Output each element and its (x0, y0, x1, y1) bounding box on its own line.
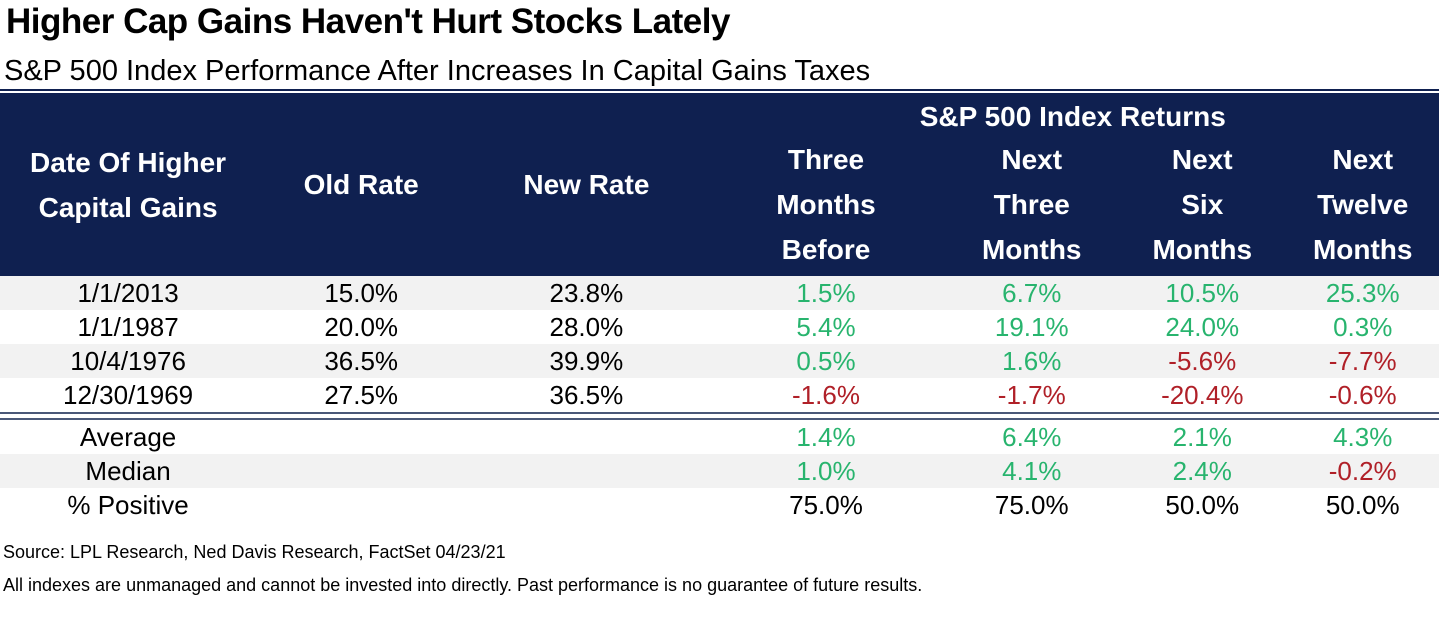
table-row-median: Median 1.0% 4.1% 2.4% -0.2% (0, 454, 1439, 488)
cell-return: 24.0% (1165, 311, 1240, 342)
cell-return: 50.0% (1325, 489, 1400, 520)
header-new-rate: New Rate (466, 93, 707, 276)
cell-return: 4.3% (1333, 421, 1393, 452)
cell-summary-label: Median (0, 454, 257, 488)
cell-return: 1.5% (706, 276, 946, 310)
subtitle-rule: S&P 500 Index Performance After Increase… (0, 55, 1439, 91)
table-row-1969: 12/30/1969 27.5% 36.5% -1.6% -1.7% -20.4… (0, 378, 1439, 413)
cell-empty (466, 488, 706, 522)
cell-new-rate: 39.9% (466, 344, 707, 378)
cell-return: 5.4% (796, 311, 856, 342)
cell-return: 75.0% (994, 489, 1069, 520)
cell-date: 10/4/1976 (0, 344, 257, 378)
cell-return: 10.5% (1118, 276, 1287, 310)
table-row-1987: 1/1/1987 20.0% 28.0% 5.4% 19.1% 24.0% 0.… (0, 310, 1439, 344)
source-note: Source: LPL Research, Ned Davis Research… (3, 542, 506, 562)
cell-return: 4.1% (945, 454, 1119, 488)
returns-table: Date Of Higher Capital Gains Old Rate Ne… (0, 93, 1439, 522)
cell-return: -20.4% (1161, 379, 1244, 410)
cell-summary-label: % Positive (67, 489, 189, 520)
header-next-twelve-months: Next Twelve Months (1286, 137, 1439, 276)
table-row-percent-positive: % Positive 75.0% 75.0% 50.0% 50.0% (0, 488, 1439, 522)
page-title: Higher Cap Gains Haven't Hurt Stocks Lat… (6, 2, 730, 41)
header-next-three-months: Next Three Months (945, 137, 1119, 276)
cell-return: 19.1% (994, 311, 1069, 342)
cell-empty (256, 454, 467, 488)
cell-old-rate: 20.0% (324, 311, 399, 342)
cell-date: 12/30/1969 (63, 379, 194, 410)
cell-new-rate: 36.5% (549, 379, 624, 410)
cell-return: 25.3% (1286, 276, 1439, 310)
cell-return: 1.6% (945, 344, 1119, 378)
cell-return: 6.7% (945, 276, 1119, 310)
header-date-of-higher-capital-gains: Date Of Higher Capital Gains (0, 93, 257, 276)
cell-old-rate: 15.0% (256, 276, 467, 310)
cell-return: -1.6% (792, 379, 860, 410)
cell-date: 1/1/1987 (77, 311, 179, 342)
cell-return: 6.4% (1002, 421, 1062, 452)
cell-return: 2.4% (1118, 454, 1287, 488)
page-subtitle: S&P 500 Index Performance After Increase… (4, 55, 871, 87)
cell-new-rate: 23.8% (466, 276, 707, 310)
cell-summary-label: Average (79, 421, 177, 452)
cell-empty (466, 454, 707, 488)
cell-new-rate: 28.0% (549, 311, 624, 342)
cell-empty (466, 419, 706, 454)
cell-return: -1.7% (997, 379, 1066, 410)
cell-return: -7.7% (1286, 344, 1439, 378)
header-old-rate: Old Rate (256, 93, 467, 276)
header-next-six-months: Next Six Months (1118, 137, 1287, 276)
cell-return: 0.3% (1333, 311, 1393, 342)
cell-empty (256, 488, 466, 522)
summary-separator (0, 412, 1439, 420)
cell-date: 1/1/2013 (0, 276, 257, 310)
table-row-1976: 10/4/1976 36.5% 39.9% 0.5% 1.6% -5.6% -7… (0, 344, 1439, 378)
cell-empty (256, 419, 466, 454)
cell-return: 2.1% (1172, 421, 1232, 452)
table-row-average: Average 1.4% 6.4% 2.1% 4.3% (0, 419, 1439, 454)
cell-return: 0.5% (706, 344, 946, 378)
header-three-months-before: Three Months Before (706, 137, 946, 276)
cell-return: -0.2% (1286, 454, 1439, 488)
cell-old-rate: 27.5% (324, 379, 399, 410)
cell-return: -0.6% (1328, 379, 1397, 410)
cell-return: 75.0% (789, 489, 863, 520)
cell-return: 1.0% (706, 454, 946, 488)
cell-return: 50.0% (1165, 489, 1240, 520)
cell-return: 1.4% (796, 421, 856, 452)
header-sp500-index-returns: S&P 500 Index Returns (706, 93, 1439, 137)
table-header: Date Of Higher Capital Gains Old Rate Ne… (0, 93, 1439, 276)
cell-old-rate: 36.5% (256, 344, 467, 378)
cell-return: -5.6% (1118, 344, 1287, 378)
table-row-2013: 1/1/2013 15.0% 23.8% 1.5% 6.7% 10.5% 25.… (0, 276, 1439, 310)
disclaimer-note: All indexes are unmanaged and cannot be … (3, 575, 923, 595)
